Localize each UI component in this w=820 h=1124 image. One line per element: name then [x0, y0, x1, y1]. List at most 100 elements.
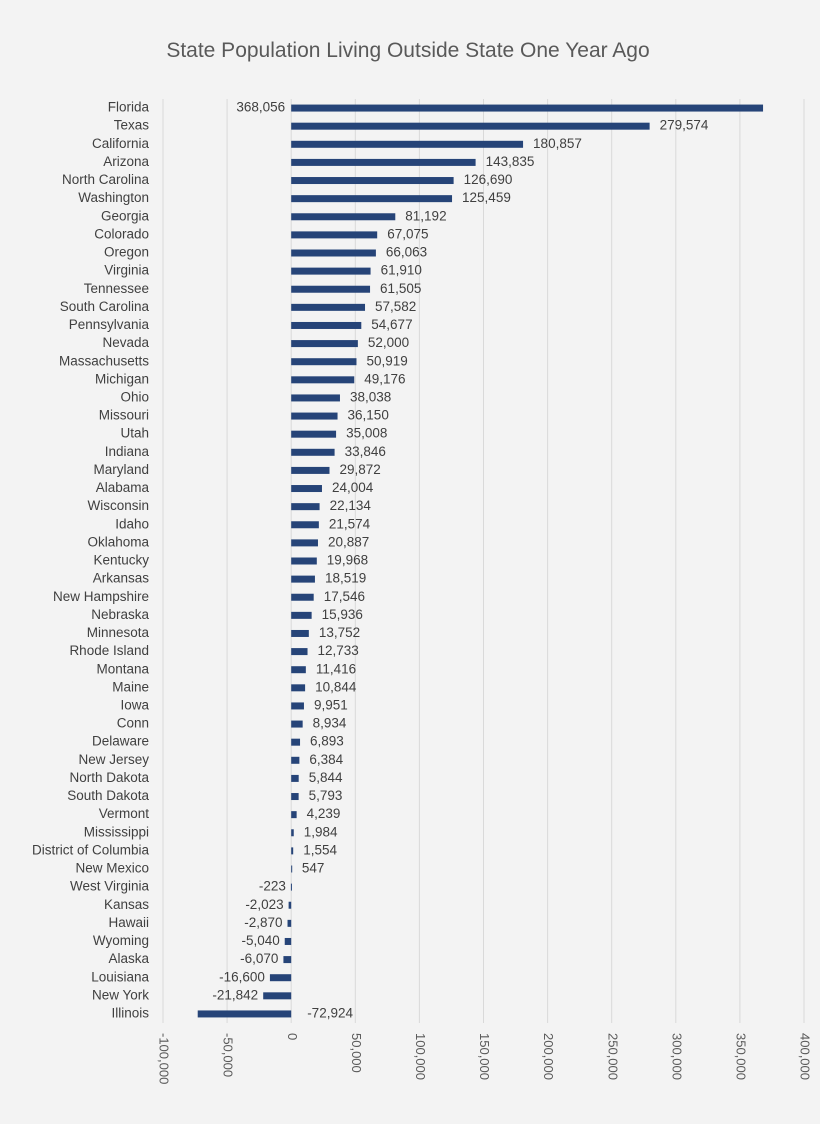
- x-tick-label: 0: [285, 1033, 300, 1040]
- x-tick-label: 150,000: [477, 1033, 492, 1080]
- data-label: 11,416: [316, 661, 356, 676]
- category-label: Georgia: [101, 208, 150, 223]
- x-tick-label: 250,000: [605, 1033, 620, 1080]
- bar: [291, 177, 454, 185]
- x-tick-label: 100,000: [413, 1033, 428, 1080]
- bar: [291, 539, 318, 547]
- category-label: Alabama: [96, 480, 150, 495]
- category-label: Arizona: [103, 154, 149, 169]
- bar: [288, 901, 292, 909]
- category-label: Ohio: [120, 390, 149, 405]
- bar: [291, 104, 764, 112]
- category-label: Oklahoma: [87, 534, 149, 549]
- bar: [291, 376, 355, 384]
- bar: [291, 793, 299, 801]
- bar: [291, 756, 300, 764]
- bar: [291, 738, 301, 746]
- bar: [291, 575, 315, 583]
- data-label: -16,600: [219, 969, 265, 984]
- category-label: North Carolina: [62, 172, 150, 187]
- category-label: District of Columbia: [32, 842, 150, 857]
- bar: [291, 195, 453, 203]
- bar: [291, 213, 396, 221]
- category-label: Texas: [114, 118, 150, 133]
- category-label: Rhode Island: [69, 643, 149, 658]
- data-label: 126,690: [464, 172, 513, 187]
- x-tick-label: 300,000: [669, 1033, 684, 1080]
- bar: [291, 321, 362, 329]
- bar: [291, 557, 317, 565]
- data-label: 66,063: [386, 245, 427, 260]
- x-axis-tick-labels: -100,000 -50,000 0 50,000 100,000 150,000 200,…: [157, 1033, 813, 1084]
- category-label: Maryland: [93, 462, 149, 477]
- category-label: Nevada: [102, 335, 149, 350]
- data-label: 15,936: [322, 607, 363, 622]
- category-label: West Virginia: [70, 879, 150, 894]
- category-label: New Hampshire: [53, 589, 149, 604]
- category-label: Florida: [108, 100, 150, 115]
- data-label: 50,919: [366, 353, 407, 368]
- category-label: New Jersey: [78, 752, 149, 767]
- bar: [291, 684, 306, 692]
- bar: [291, 811, 297, 819]
- category-label: Pennsylvania: [69, 317, 150, 332]
- data-label: 8,934: [313, 716, 347, 731]
- data-label: 1,554: [303, 842, 337, 857]
- data-label: 547: [302, 861, 325, 876]
- category-label: Mississippi: [84, 824, 149, 839]
- data-label: 4,239: [307, 806, 341, 821]
- bar: [291, 648, 308, 656]
- data-label: 33,846: [345, 444, 386, 459]
- category-label: Wyoming: [93, 933, 149, 948]
- x-tick-label: 50,000: [349, 1033, 364, 1073]
- bar: [291, 340, 358, 348]
- data-label: 125,459: [462, 190, 511, 205]
- category-label: Washington: [78, 190, 149, 205]
- data-label: 13,752: [319, 625, 360, 640]
- category-label: Kentucky: [93, 553, 149, 568]
- bar: [291, 358, 357, 366]
- bar: [291, 774, 299, 782]
- bar: [291, 593, 314, 601]
- bar: [291, 466, 330, 474]
- category-label: Virginia: [104, 263, 149, 278]
- bar: [291, 611, 312, 619]
- data-label: 9,951: [314, 698, 348, 713]
- bar: [263, 992, 292, 1000]
- bar: [290, 883, 292, 891]
- category-label: Idaho: [115, 516, 149, 531]
- category-label: Maine: [112, 679, 149, 694]
- category-label: Montana: [96, 661, 149, 676]
- data-label: 6,384: [309, 752, 343, 767]
- bar: [291, 430, 337, 438]
- category-label: Iowa: [120, 698, 149, 713]
- data-label: 10,844: [315, 679, 357, 694]
- x-tick-label: -100,000: [157, 1033, 172, 1084]
- data-label: 22,134: [330, 498, 372, 513]
- data-label: 1,984: [304, 824, 338, 839]
- data-label: -72,924: [307, 1006, 353, 1021]
- data-label: 5,844: [309, 770, 343, 785]
- data-label: 61,505: [380, 281, 421, 296]
- category-label: Louisiana: [91, 969, 149, 984]
- category-label: Arkansas: [93, 571, 150, 586]
- data-label: -2,023: [245, 897, 283, 912]
- bar: [197, 1010, 292, 1018]
- category-label: California: [92, 136, 150, 151]
- data-label: 19,968: [327, 553, 368, 568]
- data-label: 18,519: [325, 571, 366, 586]
- category-label: Delaware: [92, 734, 149, 749]
- data-label: -6,070: [240, 951, 278, 966]
- category-label: New York: [92, 987, 149, 1002]
- category-label: Missouri: [99, 408, 149, 423]
- bar: [291, 629, 309, 637]
- x-tick-label: 200,000: [541, 1033, 556, 1080]
- data-label: 279,574: [660, 118, 709, 133]
- data-label: -5,040: [241, 933, 279, 948]
- category-label: Kansas: [104, 897, 149, 912]
- data-label: -223: [259, 879, 286, 894]
- chart-title: State Population Living Outside State On…: [166, 39, 649, 62]
- bar: [291, 503, 320, 511]
- data-label: 143,835: [486, 154, 535, 169]
